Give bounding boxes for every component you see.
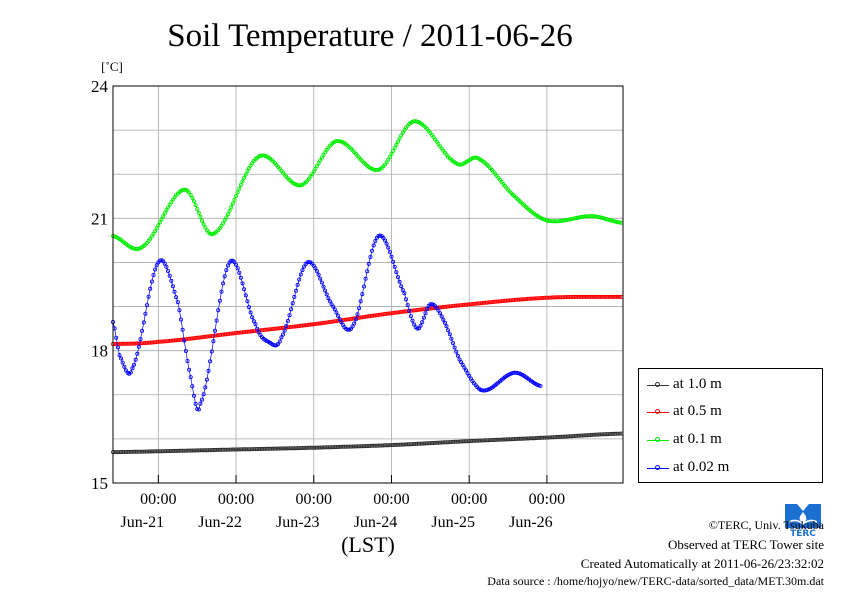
legend-label: at 0.1 m	[673, 431, 722, 447]
x-tick-time: 00:00	[373, 491, 409, 508]
x-tick-time: 00:00	[296, 491, 332, 508]
x-tick-time: 00:00	[451, 491, 487, 508]
x-tick-time: 00:00	[529, 491, 565, 508]
legend-symbol	[647, 407, 669, 417]
y-tick-label: 21	[91, 209, 108, 228]
x-tick-date: Jun-22	[198, 514, 242, 531]
series-line	[113, 121, 621, 249]
y-ticks: 15 18 21 24	[91, 77, 109, 493]
credit-copyright: ©TERC, Univ. Tsukuba	[709, 518, 824, 533]
credit-observed: Observed at TERC Tower site	[668, 537, 824, 553]
y-axis-label: [˚C]	[101, 59, 123, 74]
y-tick-label: 24	[91, 77, 109, 96]
series-at-1-0-m	[111, 432, 623, 454]
grid	[113, 86, 623, 483]
x-tick-date: Jun-23	[276, 514, 320, 531]
legend-symbol	[647, 435, 669, 445]
legend-label: at 0.5 m	[673, 403, 722, 419]
legend-item-05m: at 0.5 m	[647, 401, 722, 421]
legend-label: at 0.02 m	[673, 459, 729, 475]
credit-source: Data source : /home/hojyo/new/TERC-data/…	[487, 574, 824, 589]
x-tick-time: 00:00	[140, 491, 176, 508]
legend-item-01m: at 0.1 m	[647, 429, 722, 449]
legend-item-002m: at 0.02 m	[647, 457, 729, 477]
series-at-0-5-m	[111, 295, 623, 345]
series-at-0-1-m	[111, 120, 623, 251]
y-tick-label: 15	[91, 474, 108, 493]
x-tick-date: Jun-21	[121, 514, 165, 531]
legend-symbol	[647, 380, 669, 390]
legend-item-1m: at 1.0 m	[647, 374, 722, 394]
x-tick-date: Jun-25	[431, 514, 475, 531]
series-layer	[111, 120, 623, 454]
y-tick-label: 18	[91, 342, 108, 361]
x-tick-date: Jun-26	[509, 514, 553, 531]
x-axis-label: (LST)	[341, 532, 395, 557]
legend: at 1.0 m at 0.5 m at 0.1 m at 0.02 m	[638, 368, 823, 483]
legend-label: at 1.0 m	[673, 376, 722, 392]
x-tick-date: Jun-24	[354, 514, 398, 531]
x-tick-time: 00:00	[218, 491, 254, 508]
credit-created: Created Automatically at 2011-06-26/23:3…	[581, 556, 824, 572]
chart-title: Soil Temperature / 2011-06-26	[167, 18, 573, 54]
legend-symbol	[647, 463, 669, 473]
plot-frame	[113, 86, 623, 483]
